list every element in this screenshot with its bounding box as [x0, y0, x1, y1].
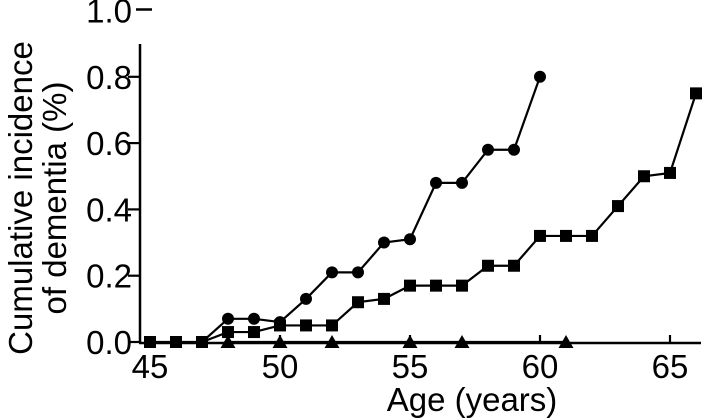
circle-series-point — [352, 266, 364, 279]
square-series-point — [196, 336, 208, 348]
y-axis-title-line1: Cumulative incidence — [2, 41, 39, 355]
square-series-point — [378, 292, 390, 305]
circle-series-point — [326, 266, 338, 279]
y-axis-title-line2: of dementia (%) — [36, 81, 73, 315]
square-series-point — [664, 166, 676, 179]
square-series-point — [586, 229, 598, 242]
square-series-point — [430, 279, 442, 292]
triangle-series-point — [558, 335, 574, 348]
square-series-point — [638, 170, 650, 183]
x-tick-label: 50 — [262, 348, 299, 385]
circle-series-point — [534, 70, 546, 83]
triangle-series-point — [272, 335, 288, 348]
y-axis-title: Cumulative incidence of dementia (%) — [2, 18, 73, 378]
x-tick-label: 55 — [392, 348, 429, 385]
y-tick-label: 0.2 — [86, 258, 132, 295]
circle-series-point — [248, 312, 260, 325]
x-axis-title: Age (years) — [386, 381, 558, 418]
circle-series-point — [482, 143, 494, 156]
y-tick-label: 0.8 — [86, 59, 132, 96]
square-series-line — [150, 93, 698, 344]
y-tick-label: 0.6 — [86, 125, 132, 162]
x-tick-label: 65 — [652, 348, 689, 385]
circle-series-point — [430, 176, 442, 189]
square-series-point — [456, 279, 468, 292]
triangle-series-point — [324, 335, 340, 348]
circle-series-point — [456, 176, 468, 189]
square-series-point — [612, 200, 624, 213]
square-series-point — [274, 319, 286, 332]
triangle-series-point — [454, 335, 470, 348]
square-series-point — [300, 319, 312, 332]
triangle-series-point — [220, 335, 236, 348]
square-series-point — [170, 336, 182, 348]
circle-series-point — [222, 312, 234, 325]
square-series-point — [560, 229, 572, 242]
circle-series-point — [508, 143, 520, 156]
circle-series-point — [378, 236, 390, 249]
square-series-point — [482, 259, 494, 272]
square-series-point — [534, 229, 546, 242]
square-series-point — [248, 326, 260, 339]
square-series-point — [690, 87, 702, 100]
square-series-point — [326, 319, 338, 332]
square-series-point — [222, 326, 234, 339]
square-series-point — [352, 296, 364, 309]
circle-series-point — [300, 292, 312, 305]
y-tick-label: 0.4 — [86, 191, 132, 228]
x-tick-label: 45 — [132, 348, 169, 385]
square-series-point — [404, 279, 416, 292]
x-tick-label: 60 — [522, 348, 559, 385]
circle-series-line — [201, 76, 542, 343]
square-series-point — [508, 259, 520, 272]
y-tick-label: 1.0 — [86, 0, 132, 30]
circle-series-point — [404, 233, 416, 246]
y-tick-label: 0.0 — [86, 324, 132, 361]
triangle-series-point — [402, 335, 418, 348]
square-series-point — [144, 336, 156, 348]
